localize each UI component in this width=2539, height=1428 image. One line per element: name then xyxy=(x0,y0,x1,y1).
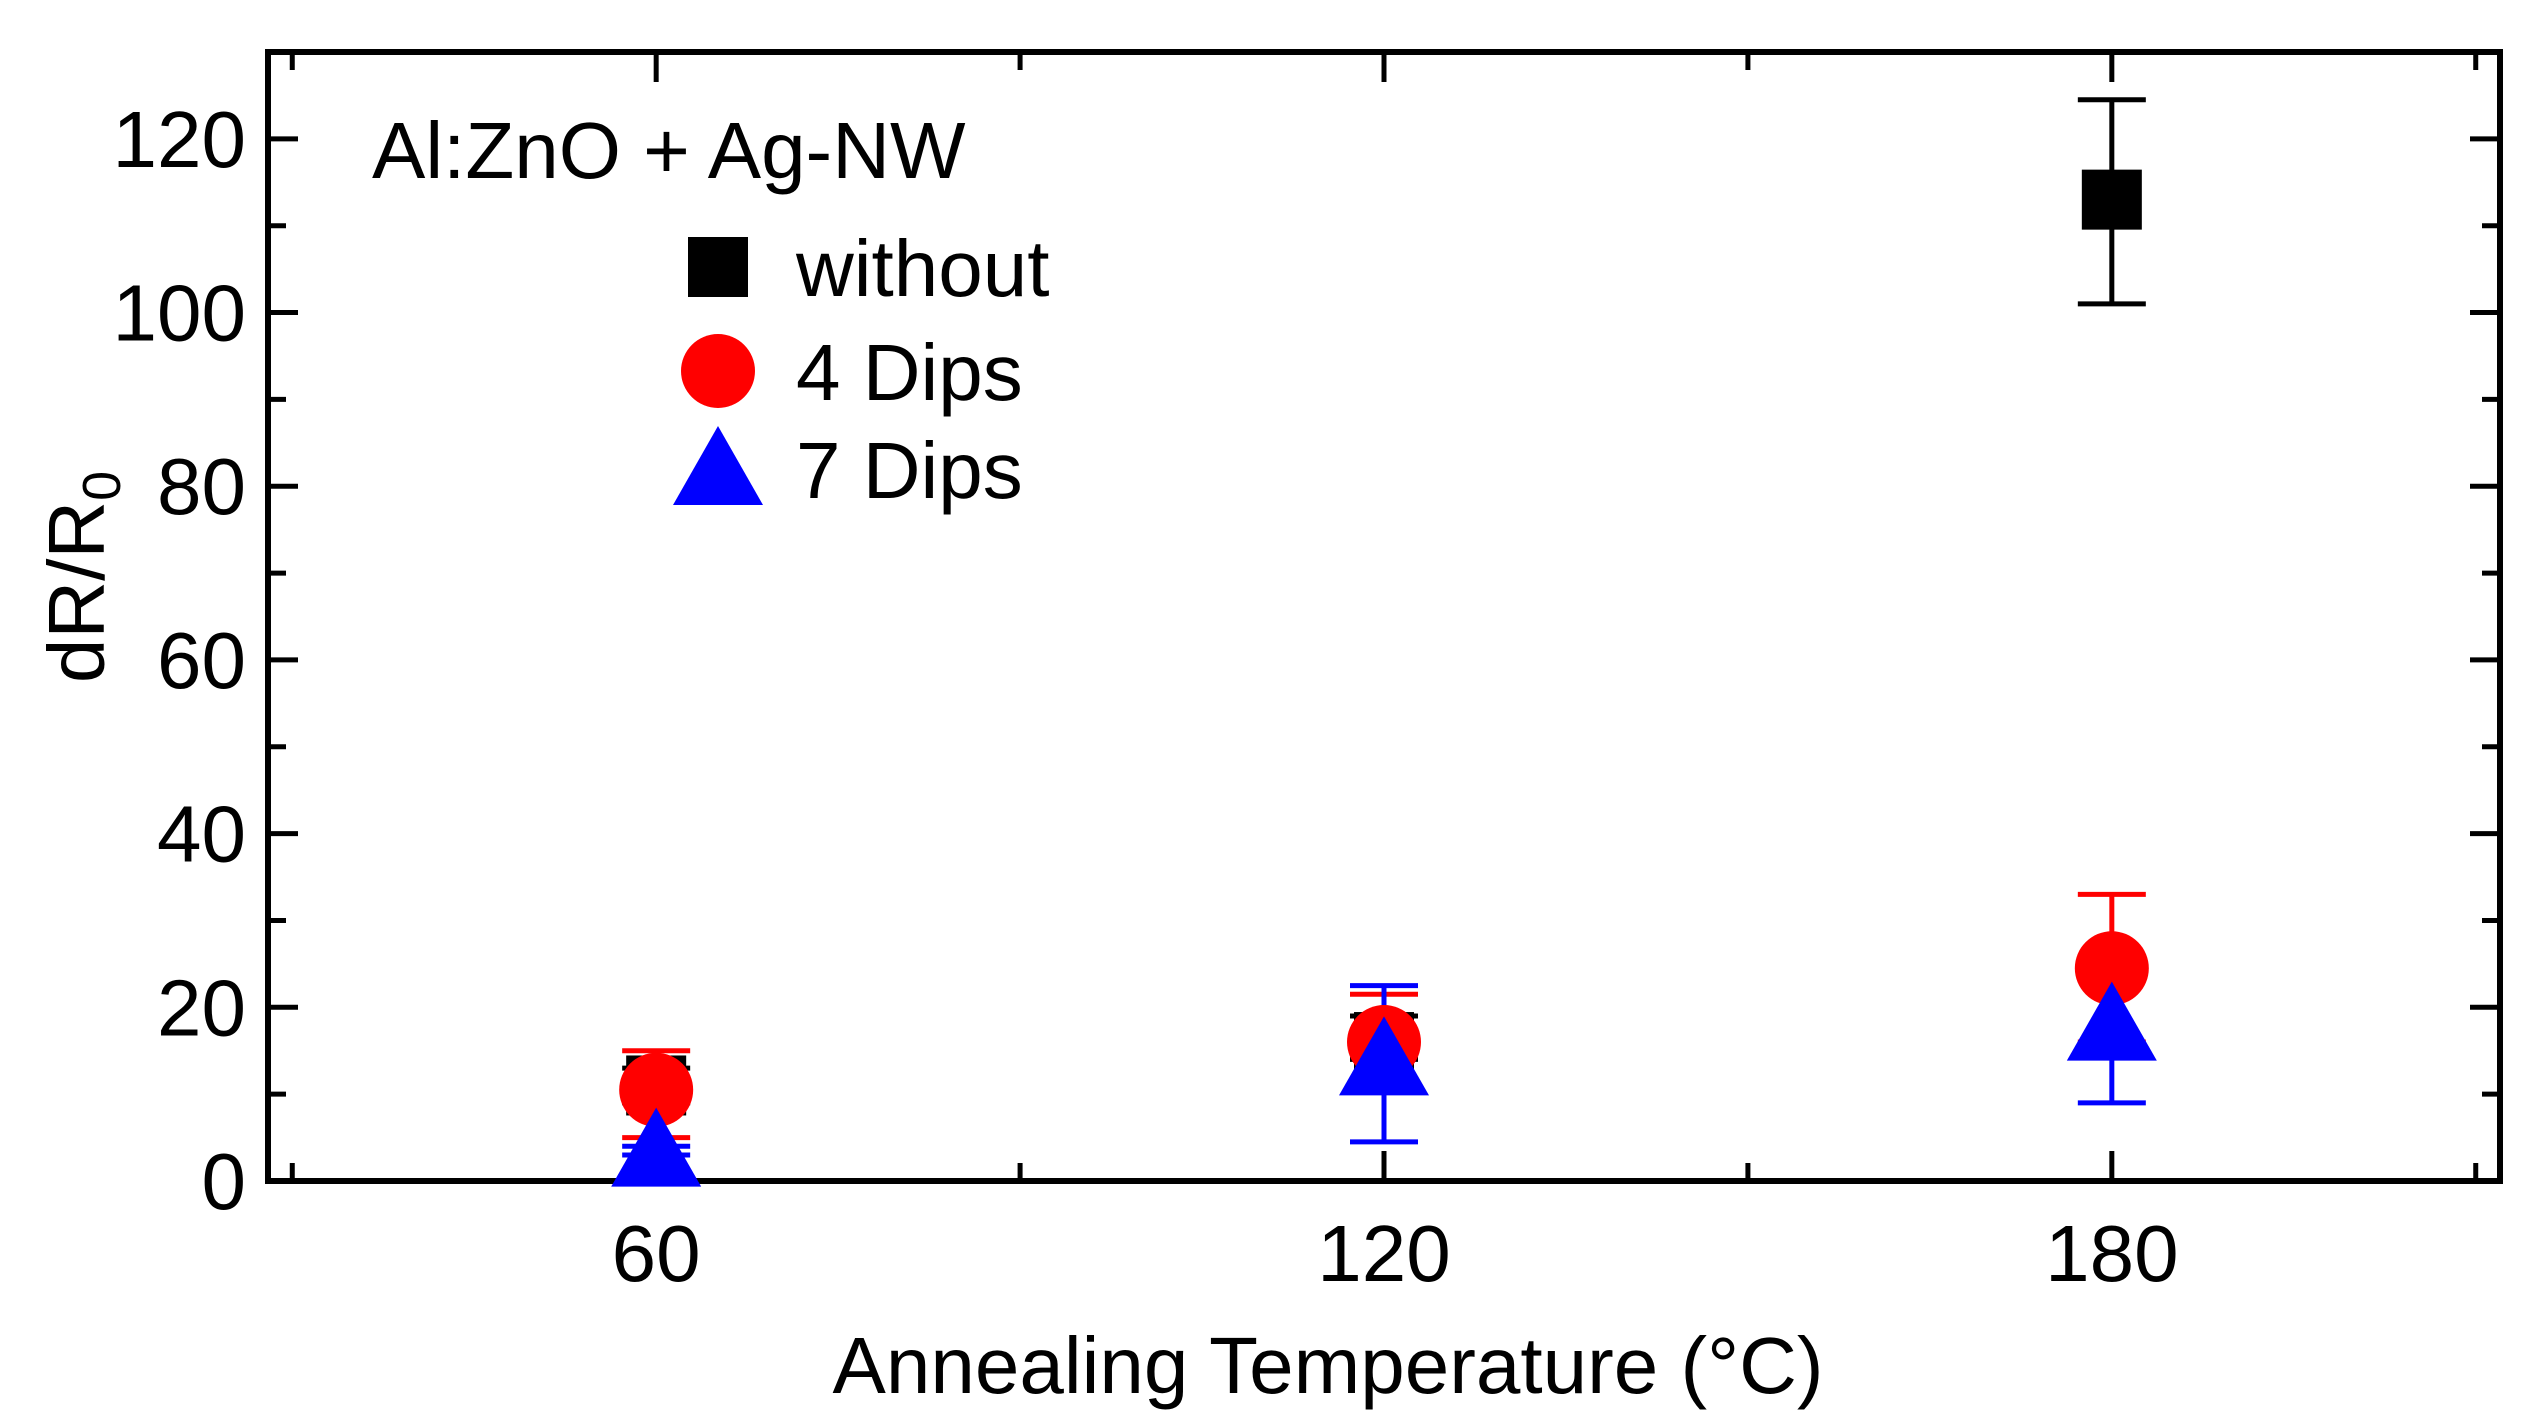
y-tick-label: 80 xyxy=(157,442,246,531)
x-axis-label: Annealing Temperature (°C) xyxy=(832,1321,1823,1410)
legend-marker-7-dips xyxy=(673,426,763,505)
data-point-7-dips xyxy=(2066,981,2157,1061)
data-point-4-dips xyxy=(619,1052,694,1127)
data-point-without xyxy=(2081,169,2142,230)
y-axis-label: dR/R0 xyxy=(32,471,132,683)
data-point-7-dips xyxy=(611,1107,702,1187)
y-tick-label: 100 xyxy=(113,269,246,358)
axes: 0 20 40 60 80 100 120 60 120 180 xyxy=(113,49,2503,1298)
y-tick-label: 0 xyxy=(202,1137,247,1226)
legend-marker-without xyxy=(688,237,748,297)
axis-labels: Annealing Temperature (°C) dR/R0 xyxy=(32,471,1824,1410)
y-tick-label: 20 xyxy=(157,963,246,1052)
x-tick-label: 60 xyxy=(612,1209,701,1298)
data-point-7-dips xyxy=(1339,1016,1429,1096)
data-point-4-dips xyxy=(2074,931,2149,1006)
x-tick-label: 180 xyxy=(2045,1209,2178,1298)
legend-label-4-dips: 4 Dips xyxy=(796,328,1023,417)
y-tick-label: 40 xyxy=(157,790,246,879)
legend-marker-4-dips xyxy=(681,334,755,408)
y-axis-label-main: dR/R xyxy=(32,501,121,683)
chart-annotation: Al:ZnO + Ag-NW xyxy=(372,106,966,195)
legend-label-7-dips: 7 Dips xyxy=(796,426,1023,515)
legend: Al:ZnO + Ag-NW without 4 Dips 7 Dips xyxy=(372,106,1049,515)
legend-label-without: without xyxy=(795,224,1049,313)
y-axis-label-subscript: 0 xyxy=(72,471,132,501)
y-tick-label: 60 xyxy=(157,616,246,705)
y-tick-label: 120 xyxy=(113,95,246,184)
data-markers xyxy=(611,169,2157,1187)
x-tick-label: 120 xyxy=(1317,1209,1450,1298)
